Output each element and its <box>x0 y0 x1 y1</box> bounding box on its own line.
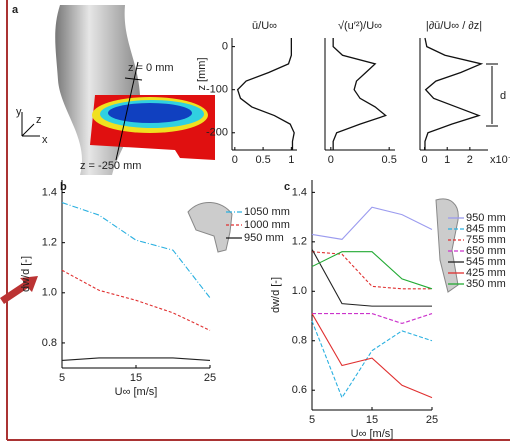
x-tick-label: 1 <box>288 154 294 166</box>
x-tick-label: 0.5 <box>255 154 270 166</box>
series-line <box>62 270 210 330</box>
series-line <box>312 252 432 289</box>
x-tick-label: 5 <box>309 414 315 426</box>
y-tick-label: -200 <box>206 127 228 139</box>
legend-label: 1050 mm <box>244 206 290 218</box>
x-tick-label: 0 <box>421 154 427 166</box>
axis-glyph <box>22 124 34 136</box>
legend-label: 350 mm <box>466 278 506 290</box>
x-tick-label: 2 <box>467 154 473 166</box>
x-tick-label: 25 <box>426 414 438 426</box>
series-line <box>312 314 432 324</box>
x-tick-label: 1 <box>444 154 450 166</box>
legend-label: 1000 mm <box>244 219 290 231</box>
panel-label: a <box>12 4 19 16</box>
axis-glyph-label: x <box>42 134 48 146</box>
series-line <box>312 314 432 398</box>
y-axis-label: dw/d [-] <box>270 277 282 313</box>
y-tick-label: 0 <box>222 41 228 53</box>
x-axis-label: U∞ [m/s] <box>351 428 394 440</box>
y-tick-label: 0.8 <box>292 335 307 347</box>
series-line <box>62 203 210 298</box>
y-axis-label: dw/d [-] <box>20 256 32 292</box>
x-tick-label: 0 <box>232 154 238 166</box>
profile-line <box>333 38 386 150</box>
y-tick-label: 1.2 <box>42 237 57 249</box>
legend-label: 950 mm <box>244 232 284 244</box>
figure: a b c z = 0 mm z = -250 mm y z x d ū/U∞ 0… <box>0 0 510 446</box>
x-tick-label: 15 <box>130 372 142 384</box>
axis-glyph-label: z <box>36 114 42 126</box>
y-tick-label: 1.2 <box>292 236 307 248</box>
panel-label: c <box>284 181 290 193</box>
leg-render <box>55 5 140 175</box>
x-tick-label: 0 <box>328 154 334 166</box>
leg-inset <box>436 199 458 292</box>
axis-glyph-label: y <box>16 106 22 118</box>
annotation: z = -250 mm <box>80 160 141 172</box>
y-tick-label: 0.6 <box>292 384 307 396</box>
x-tick-label: 15 <box>366 414 378 426</box>
leg-inset <box>188 202 232 252</box>
y-tick-label: 1.0 <box>292 285 307 297</box>
x-tick-label: 0.5 <box>382 154 397 166</box>
y-tick-label: 1.4 <box>42 186 57 198</box>
x-tick-label: 25 <box>204 372 216 384</box>
x-tick-label: 5 <box>59 372 65 384</box>
x-note: x10⁻³ <box>490 154 510 166</box>
chart-title: |∂ū/U∞ / ∂z| <box>426 20 482 32</box>
y-tick-label: 0.8 <box>42 337 57 349</box>
chart-title: √(u′²)/U∞ <box>338 20 382 32</box>
y-axis-label: z [mm] <box>196 58 208 91</box>
plume <box>108 103 192 123</box>
profile-line <box>238 38 295 150</box>
series-line <box>312 207 432 239</box>
profile-line <box>425 38 481 150</box>
annotation: z = 0 mm <box>128 62 174 74</box>
x-axis-label: U∞ [m/s] <box>115 386 158 398</box>
series-line <box>312 321 432 398</box>
y-tick-label: 1.4 <box>292 186 307 198</box>
panel-label: b <box>60 181 67 193</box>
d-label: d <box>500 90 506 102</box>
series-line <box>62 358 210 361</box>
chart-title: ū/U∞ <box>252 20 277 32</box>
y-tick-label: 1.0 <box>42 287 57 299</box>
y-tick-label: -100 <box>206 84 228 96</box>
